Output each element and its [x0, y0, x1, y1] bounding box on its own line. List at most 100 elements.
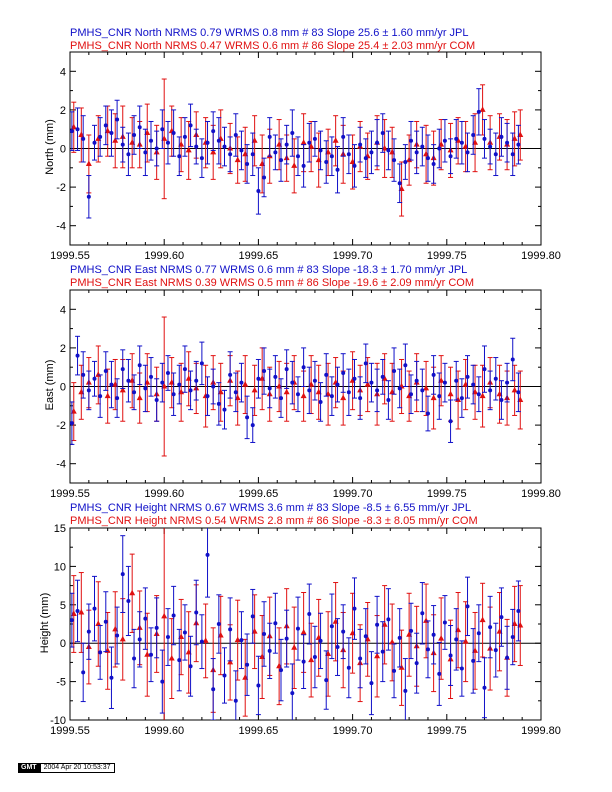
north-jpl-point	[414, 150, 419, 155]
east-jpl-point	[301, 365, 306, 370]
east-jpl-point	[454, 378, 459, 383]
east-jpl-point	[70, 421, 74, 426]
north-jpl-point	[341, 134, 346, 139]
north-jpl-point	[194, 144, 199, 149]
height-jpl-point	[222, 673, 227, 678]
east-x-tick-label: 1999.55	[50, 488, 90, 500]
north-x-tick-label: 1999.80	[521, 250, 561, 262]
height-com-point	[291, 644, 298, 650]
north-com-point	[300, 139, 307, 145]
north-com-point	[234, 156, 241, 163]
north-jpl-point	[352, 163, 357, 168]
height-com-point	[479, 616, 486, 623]
east-jpl-point	[448, 419, 453, 424]
east-y-axis-label: East (mm)	[44, 360, 56, 411]
east-jpl-point	[358, 396, 363, 401]
north-x-tick-label: 1999.70	[333, 250, 373, 262]
north-jpl-point	[188, 123, 193, 128]
north-jpl-point	[442, 138, 447, 143]
height-jpl-point	[211, 687, 216, 692]
height-jpl-point	[482, 685, 487, 690]
height-com-point	[462, 638, 469, 644]
north-jpl-point	[239, 148, 244, 153]
north-jpl-point	[165, 140, 170, 145]
height-jpl-point	[149, 652, 154, 657]
east-com-point	[364, 381, 371, 387]
north-com-point	[479, 106, 486, 112]
east-jpl-point	[329, 394, 334, 399]
north-com-point	[291, 162, 298, 168]
height-y-tick-label: 10	[54, 561, 66, 573]
north-jpl-point	[177, 154, 182, 159]
north-jpl-point	[86, 194, 91, 199]
height-y-axis-label: Height (mm)	[39, 593, 51, 654]
height-jpl-point	[437, 671, 442, 676]
height-com-point	[438, 635, 445, 641]
height-jpl-point	[358, 656, 363, 661]
height-jpl-point	[341, 629, 346, 634]
height-jpl-point	[420, 611, 425, 616]
north-jpl-point	[454, 136, 459, 141]
east-com-point	[511, 386, 518, 393]
height-jpl-point	[352, 606, 357, 611]
north-jpl-point	[171, 131, 176, 136]
north-jpl-point	[267, 134, 272, 139]
east-jpl-point	[115, 396, 120, 401]
height-jpl-point	[369, 681, 374, 686]
east-y-tick-label: 4	[60, 304, 66, 316]
height-com-point	[308, 656, 315, 663]
height-y-tick-label: 15	[54, 523, 66, 535]
east-jpl-point	[211, 384, 216, 389]
east-com-point	[119, 386, 126, 393]
east-jpl-point	[425, 411, 430, 416]
east-jpl-point	[171, 392, 176, 397]
east-x-tick-label: 1999.65	[239, 488, 279, 500]
north-data-layer	[70, 78, 524, 219]
east-y-tick-label: -2	[56, 420, 66, 432]
north-jpl-point	[205, 140, 210, 145]
east-jpl-point	[510, 357, 515, 362]
east-jpl-point	[160, 380, 165, 385]
north-jpl-point	[160, 127, 165, 132]
east-x-tick-label: 1999.75	[427, 488, 467, 500]
height-jpl-point	[324, 678, 329, 683]
north-jpl-point	[222, 144, 227, 149]
height-jpl-point	[431, 632, 436, 637]
east-jpl-point	[267, 386, 272, 391]
gmt-timestamp-stamp: GMT 2004 Apr 20 10:53:37	[18, 763, 115, 773]
height-jpl-point	[165, 635, 170, 640]
north-x-tick-label: 1999.65	[239, 250, 279, 262]
height-jpl-point	[375, 622, 380, 627]
north-y-tick-label: -4	[56, 221, 66, 233]
north-jpl-point	[115, 117, 120, 122]
east-jpl-point	[363, 361, 368, 366]
height-jpl-point	[279, 668, 284, 673]
east-jpl-point	[324, 372, 329, 377]
north-com-point	[85, 160, 92, 166]
north-jpl-point	[403, 160, 408, 165]
north-jpl-point	[420, 144, 425, 149]
east-jpl-point	[239, 380, 244, 385]
east-jpl-point	[222, 407, 227, 412]
height-jpl-point	[471, 658, 476, 663]
east-panel-title-com: PMHS_CNR East NRMS 0.39 WRMS 0.5 mm # 86…	[70, 277, 474, 289]
height-com-point	[161, 612, 168, 619]
east-jpl-point	[335, 382, 340, 387]
east-jpl-point	[149, 374, 154, 379]
height-jpl-point	[505, 655, 510, 660]
east-x-tick-label: 1999.70	[333, 488, 373, 500]
north-y-tick-label: 2	[60, 105, 66, 117]
east-com-point	[447, 390, 454, 397]
east-jpl-point	[199, 361, 204, 366]
height-jpl-point	[290, 691, 295, 696]
east-jpl-point	[120, 367, 125, 372]
east-jpl-point	[392, 369, 397, 374]
north-jpl-point	[329, 154, 334, 159]
height-jpl-point	[262, 631, 267, 636]
height-jpl-point	[318, 638, 323, 643]
north-jpl-point	[346, 152, 351, 157]
east-jpl-point	[409, 392, 414, 397]
height-com-point	[234, 636, 241, 643]
east-y-tick-label: 2	[60, 343, 66, 355]
north-com-point	[210, 148, 217, 155]
